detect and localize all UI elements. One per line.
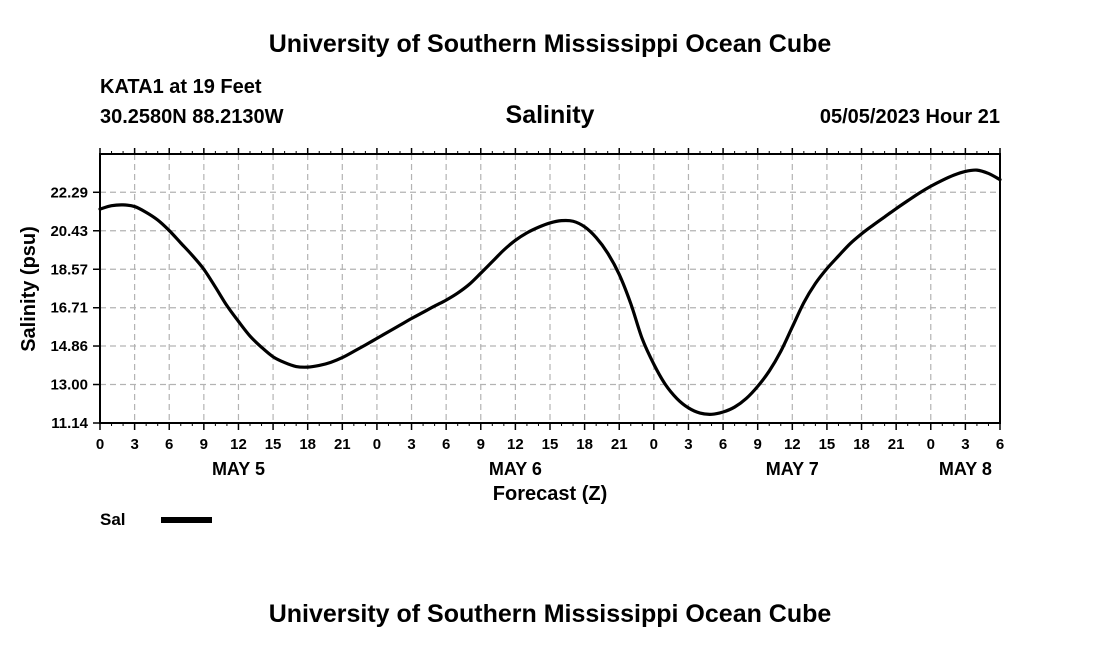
series-line-sal <box>98 168 1002 416</box>
station-coordinates: 30.2580N 88.2130W <box>100 106 284 128</box>
date-label: MAY 7 <box>766 459 819 479</box>
date-label: MAY 6 <box>489 459 542 479</box>
x-tick-label: 21 <box>611 436 628 453</box>
x-tick-label: 0 <box>373 436 381 453</box>
x-tick-label: 12 <box>507 436 524 453</box>
x-tick-label: 15 <box>542 436 559 453</box>
plot-axes: 0 3 6 9 12 15 18 21 0 3 6 9 12 15 18 21 0 3 6 9 12 15 18 21 0 3 6M… <box>50 148 1004 479</box>
x-tick-label: 15 <box>265 436 282 453</box>
y-tick-label: 22.29 <box>50 184 88 201</box>
x-tick-label: 21 <box>888 436 905 453</box>
x-tick-label: 3 <box>961 436 969 453</box>
x-tick-label: 0 <box>650 436 658 453</box>
x-tick-label: 0 <box>96 436 104 453</box>
x-tick-label: 6 <box>442 436 450 453</box>
x-tick-label: 3 <box>130 436 138 453</box>
y-axis-title: Salinity (psu) <box>18 226 40 352</box>
x-tick-label: 9 <box>477 436 485 453</box>
grid-lines <box>100 154 1000 423</box>
y-tick-label: 14.86 <box>50 338 88 355</box>
x-tick-label: 6 <box>165 436 173 453</box>
axis-labels: Forecast (Z) Salinity (psu) <box>18 226 607 505</box>
legend-line-swatch <box>161 517 212 523</box>
date-label: MAY 5 <box>212 459 265 479</box>
y-tick-label: 18.57 <box>50 261 88 278</box>
x-tick-label: 6 <box>996 436 1004 453</box>
x-tick-label: 6 <box>719 436 727 453</box>
x-tick-label: 12 <box>230 436 247 453</box>
x-tick-label: 12 <box>784 436 801 453</box>
y-tick-label: 11.14 <box>51 415 88 432</box>
x-tick-label: 15 <box>819 436 836 453</box>
station-label: KATA1 at 19 Feet <box>100 76 262 98</box>
x-axis-title: Forecast (Z) <box>493 483 607 505</box>
footer-title: University of Southern Mississippi Ocean… <box>268 600 832 628</box>
x-tick-label: 21 <box>334 436 351 453</box>
date-label: MAY 8 <box>939 459 992 479</box>
x-tick-label: 3 <box>684 436 692 453</box>
y-tick-label: 16.71 <box>50 300 88 317</box>
chart-title: Salinity <box>505 101 595 129</box>
x-tick-label: 18 <box>299 436 316 453</box>
legend-label: Sal <box>100 510 126 529</box>
y-tick-label: 20.43 <box>50 223 88 240</box>
page-title: University of Southern Mississippi Ocean… <box>268 30 832 58</box>
x-tick-label: 18 <box>853 436 870 453</box>
series-layer <box>98 168 1002 416</box>
x-tick-label: 3 <box>407 436 415 453</box>
forecast-datetime: 05/05/2023 Hour 21 <box>819 106 1000 128</box>
x-tick-label: 9 <box>754 436 762 453</box>
x-tick-label: 9 <box>200 436 208 453</box>
x-tick-label: 0 <box>927 436 935 453</box>
y-tick-label: 13.00 <box>50 377 88 394</box>
x-tick-label: 18 <box>576 436 593 453</box>
